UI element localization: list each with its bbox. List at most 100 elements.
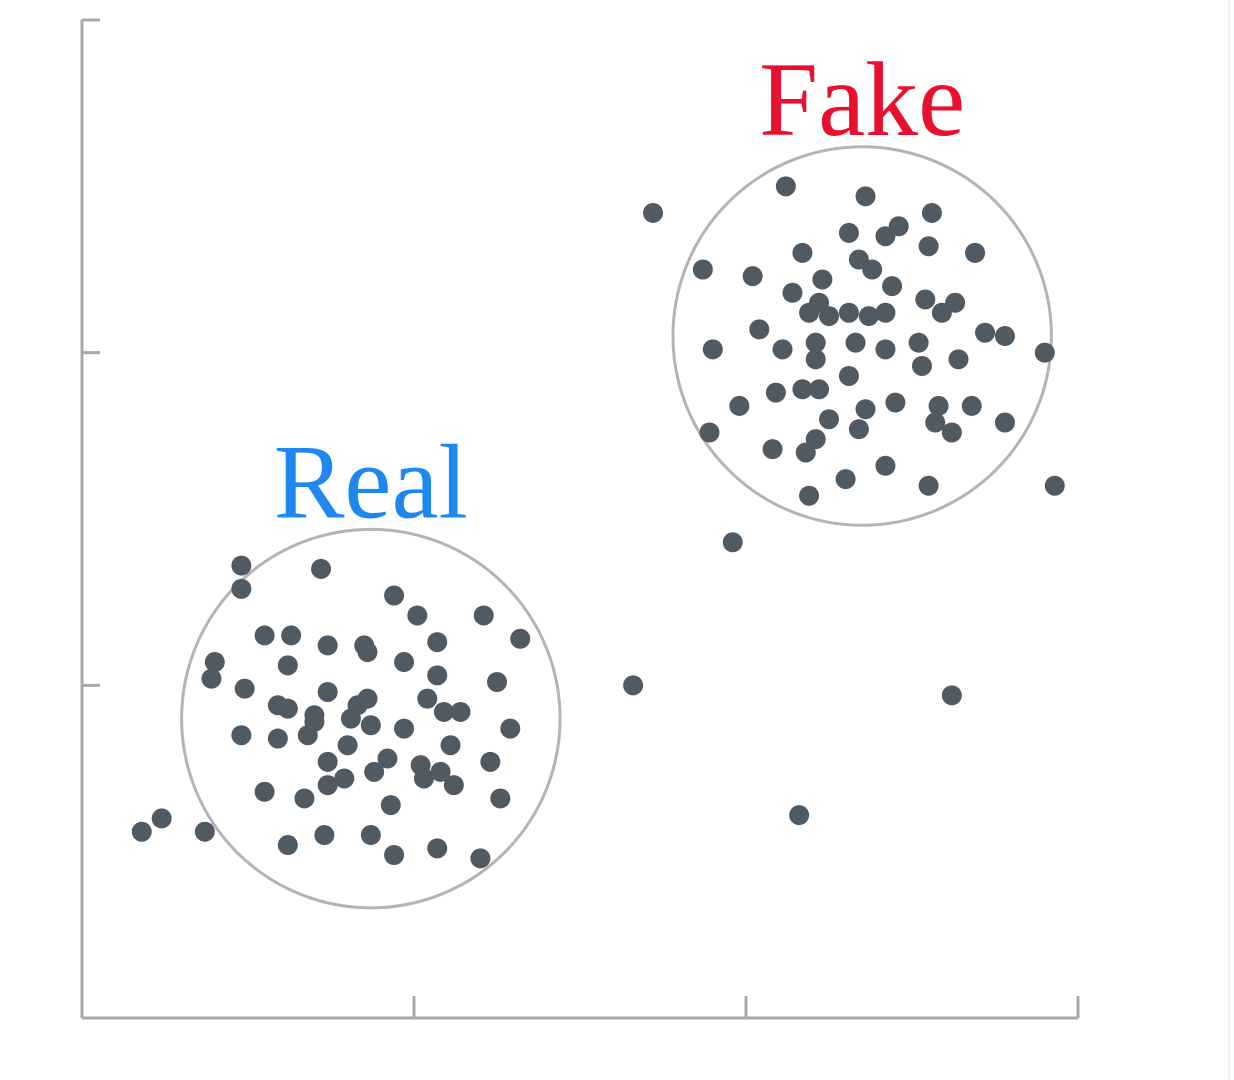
data-point: [882, 276, 903, 297]
data-point: [799, 485, 820, 506]
data-point: [357, 642, 378, 663]
cluster-circle-fake: [671, 145, 1053, 527]
data-point: [277, 698, 298, 719]
page-edge-line: [1228, 0, 1230, 1080]
cluster-circles: [180, 145, 1053, 910]
data-point: [360, 825, 381, 846]
data-point: [975, 322, 996, 343]
data-point: [234, 678, 255, 699]
data-point: [858, 306, 879, 327]
data-point: [317, 681, 338, 702]
data-point: [845, 332, 866, 353]
data-point: [875, 455, 896, 476]
data-point: [965, 242, 986, 263]
data-point: [334, 768, 355, 789]
data-point: [994, 326, 1015, 347]
data-point: [427, 632, 448, 653]
data-point: [805, 349, 826, 370]
data-point: [314, 825, 335, 846]
data-point: [1044, 475, 1065, 496]
cluster-label-real: Real: [274, 423, 468, 540]
data-point: [377, 748, 398, 769]
data-point: [337, 735, 358, 756]
data-point: [490, 788, 511, 809]
data-point: [875, 302, 896, 323]
data-point: [765, 382, 786, 403]
data-point: [885, 392, 906, 413]
data-point: [311, 558, 332, 579]
data-point: [928, 395, 949, 416]
data-point: [862, 259, 883, 280]
data-point: [151, 808, 172, 829]
data-point: [294, 788, 315, 809]
data-point: [994, 412, 1015, 433]
data-point: [450, 701, 471, 722]
data-point: [487, 672, 507, 693]
data-point: [131, 821, 152, 842]
data-point: [430, 761, 451, 782]
data-point: [394, 652, 415, 673]
data-point: [473, 605, 494, 626]
data-point: [231, 578, 252, 599]
data-point: [394, 718, 415, 739]
data-point: [855, 186, 876, 207]
data-point: [961, 395, 982, 416]
data-point: [805, 429, 826, 450]
data-point: [254, 781, 275, 802]
data-point: [440, 735, 461, 756]
data-point: [360, 715, 381, 736]
data-point: [231, 555, 252, 576]
data-point: [317, 751, 338, 772]
data-point: [789, 805, 810, 826]
data-point: [384, 585, 405, 606]
data-point: [915, 289, 936, 310]
data-point: [194, 821, 215, 842]
data-point: [941, 685, 962, 706]
data-point: [254, 625, 275, 646]
data-point: [699, 422, 720, 443]
data-point: [277, 655, 298, 676]
data-point: [407, 605, 428, 626]
data-point: [931, 302, 952, 323]
data-point: [380, 795, 401, 816]
data-point: [480, 751, 501, 772]
data-point: [805, 332, 826, 353]
data-point: [443, 775, 464, 796]
data-point: [433, 701, 454, 722]
data-point: [1034, 342, 1055, 363]
data-point: [888, 216, 909, 237]
data-point: [427, 665, 448, 686]
data-point: [427, 838, 448, 859]
data-point: [819, 306, 839, 327]
data-point: [792, 242, 813, 263]
data-points: [131, 176, 1065, 869]
data-point: [838, 365, 859, 386]
data-point: [384, 844, 405, 865]
data-point: [772, 339, 793, 360]
data-point: [643, 202, 664, 223]
data-point: [417, 688, 438, 709]
data-point: [838, 222, 859, 243]
data-point: [799, 302, 820, 323]
data-point: [848, 419, 869, 440]
data-point: [340, 708, 361, 729]
data-point: [729, 395, 750, 416]
data-point: [470, 848, 491, 869]
data-point: [297, 725, 318, 746]
data-point: [775, 176, 796, 197]
data-point: [809, 379, 830, 400]
data-point: [855, 399, 876, 420]
data-point: [201, 668, 222, 689]
cluster-labels: Real Fake: [274, 41, 966, 541]
axes: [80, 18, 1080, 1020]
data-point: [204, 652, 225, 673]
data-point: [838, 302, 859, 323]
data-point: [722, 532, 743, 553]
data-point: [317, 635, 338, 656]
data-point: [231, 725, 252, 746]
data-point: [510, 628, 531, 649]
data-point: [918, 475, 939, 496]
data-point: [875, 339, 896, 360]
data-point: [835, 469, 856, 490]
